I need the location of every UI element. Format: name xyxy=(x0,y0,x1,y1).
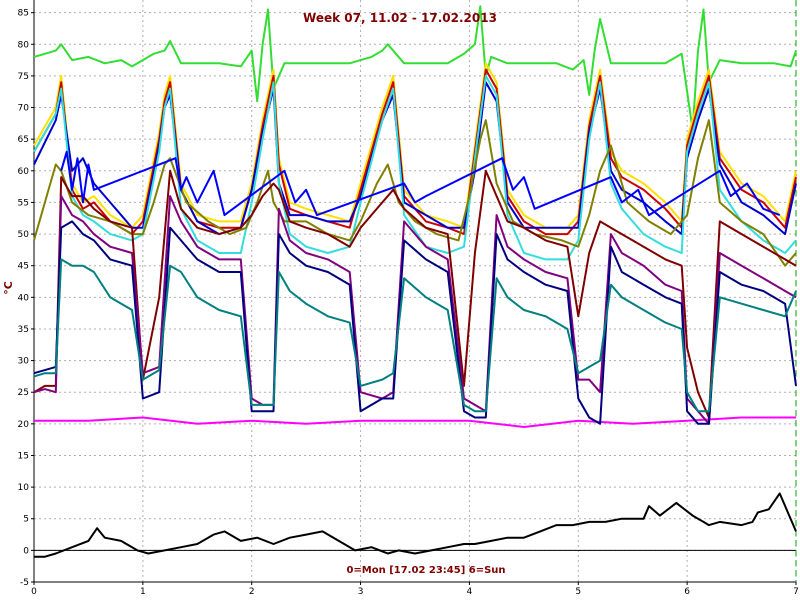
y-tick-label: -5 xyxy=(20,578,29,588)
x-tick-label: 0 xyxy=(31,587,37,597)
x-tick-label: 4 xyxy=(467,587,473,597)
y-axis-label: °C xyxy=(2,281,15,295)
series-line-3 xyxy=(34,492,797,558)
footer-note: 0=Mon [17.02 23:45] 6=Sun xyxy=(346,565,505,576)
y-tick-label: 15 xyxy=(18,451,29,461)
y-tick-label: 75 xyxy=(18,72,29,82)
y-tick-label: 50 xyxy=(18,230,30,240)
y-tick-label: 60 xyxy=(18,167,30,177)
series-line-1 xyxy=(33,5,797,131)
series-line-8 xyxy=(33,119,797,267)
y-tick-label: 20 xyxy=(18,420,30,430)
y-tick-label: 35 xyxy=(18,325,29,335)
y-tick-label: 30 xyxy=(18,357,30,367)
x-tick-label: 2 xyxy=(249,587,255,597)
series-lines xyxy=(33,5,797,558)
y-tick-label: 25 xyxy=(18,388,29,398)
series-line-2 xyxy=(34,416,796,428)
y-tick-label: 40 xyxy=(18,293,30,303)
x-tick-label: 5 xyxy=(575,587,581,597)
chart-title: Week 07, 11.02 - 17.02.2013 xyxy=(303,11,497,25)
x-tick-label: 1 xyxy=(140,587,146,597)
series-line-13 xyxy=(60,150,781,217)
y-tick-label: 85 xyxy=(18,9,29,19)
plot-background xyxy=(34,0,796,582)
x-tick-label: 3 xyxy=(358,587,364,597)
y-tick-label: 65 xyxy=(18,135,29,145)
y-tick-label: 80 xyxy=(18,40,30,50)
series-line-12 xyxy=(33,258,797,413)
x-tick-label: 6 xyxy=(684,587,690,597)
y-tick-label: 70 xyxy=(18,104,30,114)
y-tick-label: 10 xyxy=(18,483,30,493)
y-tick-label: 45 xyxy=(18,262,29,272)
y-tick-label: 55 xyxy=(18,198,29,208)
y-tick-label: 0 xyxy=(23,546,29,556)
x-tick-label: 7 xyxy=(793,587,799,597)
y-tick-label: 5 xyxy=(23,515,29,525)
